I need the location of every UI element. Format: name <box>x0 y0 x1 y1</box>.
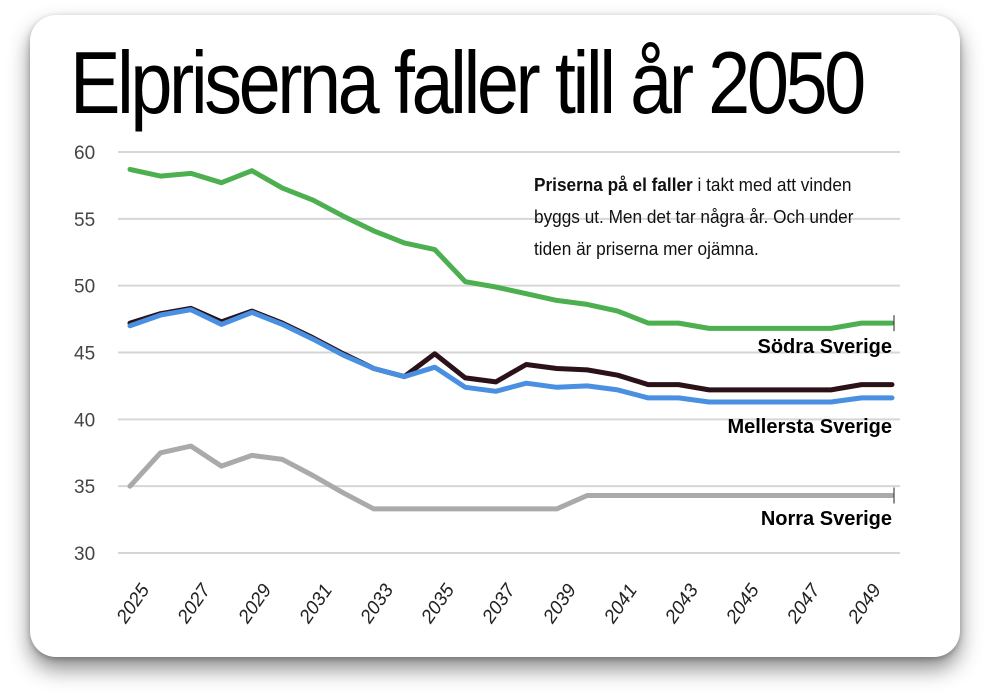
series-line-3 <box>127 443 895 512</box>
x-tick-label-2031: 2031 <box>295 581 337 628</box>
y-tick-label-45: 45 <box>74 344 95 365</box>
description-bold: Priserna på el faller <box>534 174 693 195</box>
y-tick-label-55: 55 <box>74 210 95 231</box>
description-text: i takt med att vinden byggs ut. Men det … <box>534 174 854 259</box>
series-labels: Södra Sverige Mellersta Sverige Norra Sver… <box>727 336 892 530</box>
x-tick-label-2033: 2033 <box>356 580 398 628</box>
y-tick-label-30: 30 <box>74 544 95 565</box>
chart-card: 60 55 50 45 40 35 30 2025 2027 2029 2031 2033 2035 2… <box>30 15 960 657</box>
y-tick-label-50: 50 <box>74 277 95 298</box>
y-axis: 60 55 50 45 40 35 30 <box>74 143 95 565</box>
series-line-0 <box>127 166 895 331</box>
x-tick-label-2039: 2039 <box>539 580 581 628</box>
series-label-0: Södra Sverige <box>757 336 892 358</box>
x-tick-label-2035: 2035 <box>417 580 459 628</box>
y-tick-label-35: 35 <box>74 477 95 498</box>
x-axis: 2025 2027 2029 2031 2033 2035 2037 2039 2041 2043… <box>112 579 886 628</box>
x-tick-label-2025: 2025 <box>112 580 154 628</box>
grid <box>118 151 900 554</box>
x-tick-label-2041: 2041 <box>600 581 642 628</box>
x-tick-label-2045: 2045 <box>722 580 764 628</box>
x-tick-label-2027: 2027 <box>173 579 216 628</box>
chart-title: Elpriserna faller till år 2050 <box>70 33 866 132</box>
x-tick-label-2043: 2043 <box>661 580 703 628</box>
x-tick-label-2047: 2047 <box>783 579 826 628</box>
y-tick-label-60: 60 <box>74 143 95 164</box>
series-lines <box>127 166 895 512</box>
x-tick-label-2049: 2049 <box>844 580 886 628</box>
x-tick-label-2037: 2037 <box>478 579 521 628</box>
y-tick-label-40: 40 <box>74 410 95 431</box>
x-tick-label-2029: 2029 <box>234 580 276 628</box>
series-label-3: Norra Sverige <box>761 508 892 530</box>
series-label-2: Mellersta Sverige <box>727 416 892 438</box>
series-line-2 <box>127 307 895 405</box>
chart-description: Priserna på el faller i takt med att vin… <box>534 169 887 265</box>
